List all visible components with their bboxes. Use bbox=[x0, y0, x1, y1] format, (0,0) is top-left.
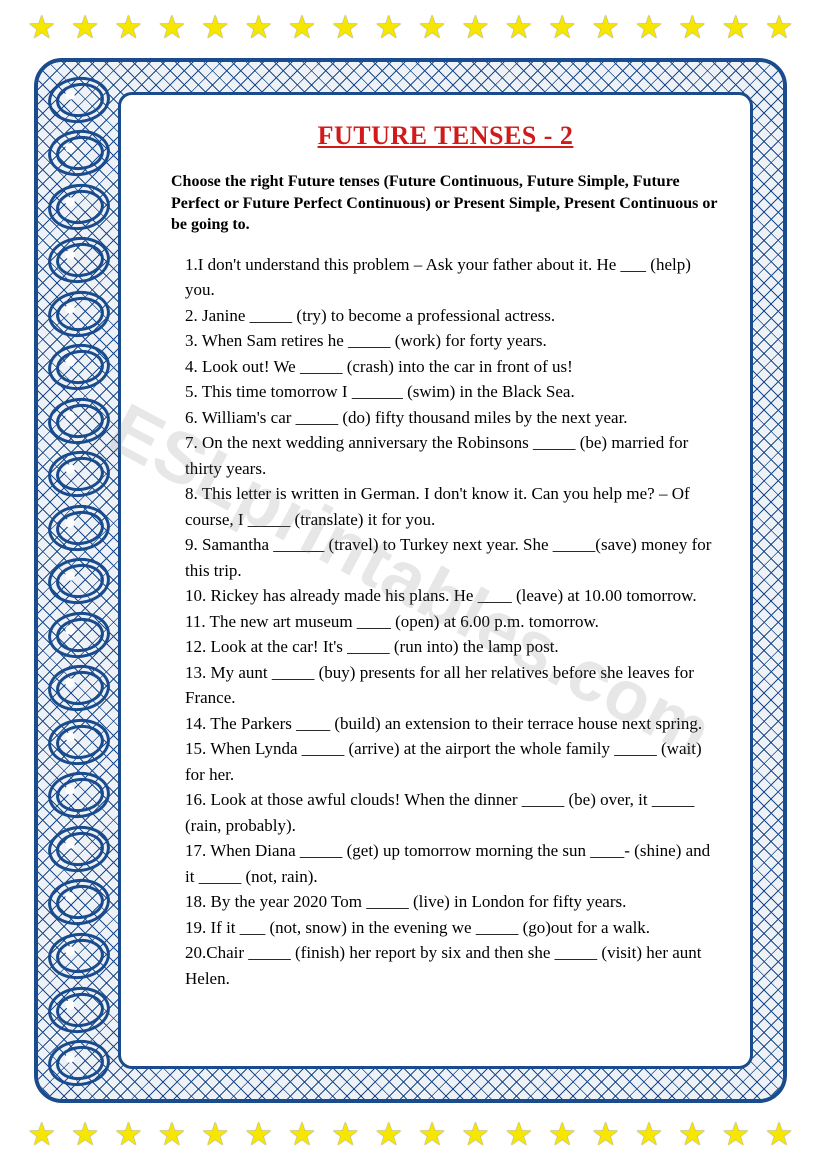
star-icon: ★ bbox=[374, 1115, 403, 1153]
spiral-ring bbox=[48, 612, 106, 656]
star-icon: ★ bbox=[548, 8, 577, 46]
star-icon: ★ bbox=[331, 1115, 360, 1153]
spiral-ring bbox=[48, 291, 106, 335]
star-icon: ★ bbox=[765, 8, 794, 46]
question-item: 16. Look at those awful clouds! When the… bbox=[185, 787, 720, 838]
star-icon: ★ bbox=[591, 1115, 620, 1153]
instructions-text: Choose the right Future tenses (Future C… bbox=[171, 171, 720, 236]
question-item: 7. On the next wedding anniversary the R… bbox=[185, 430, 720, 481]
spiral-ring bbox=[48, 1040, 106, 1084]
star-icon: ★ bbox=[201, 8, 230, 46]
star-icon: ★ bbox=[374, 8, 403, 46]
question-item: 10. Rickey has already made his plans. H… bbox=[185, 583, 720, 609]
star-icon: ★ bbox=[504, 1115, 533, 1153]
spiral-ring bbox=[48, 344, 106, 388]
question-item: 20.Chair _____ (finish) her report by si… bbox=[185, 940, 720, 991]
question-item: 3. When Sam retires he _____ (work) for … bbox=[185, 328, 720, 354]
question-item: 19. If it ___ (not, snow) in the evening… bbox=[185, 915, 720, 941]
star-icon: ★ bbox=[461, 8, 490, 46]
star-icon: ★ bbox=[591, 8, 620, 46]
spiral-ring bbox=[48, 665, 106, 709]
outer-frame: FUTURE TENSES - 2 Choose the right Futur… bbox=[34, 58, 787, 1103]
star-border-top: ★ ★ ★ ★ ★ ★ ★ ★ ★ ★ ★ ★ ★ ★ ★ ★ ★ ★ bbox=[0, 0, 821, 54]
star-icon: ★ bbox=[678, 1115, 707, 1153]
question-item: 4. Look out! We _____ (crash) into the c… bbox=[185, 354, 720, 380]
question-item: 1.I don't understand this problem – Ask … bbox=[185, 252, 720, 303]
question-item: 5. This time tomorrow I ______ (swim) in… bbox=[185, 379, 720, 405]
star-icon: ★ bbox=[678, 8, 707, 46]
spiral-ring bbox=[48, 826, 106, 870]
star-icon: ★ bbox=[548, 1115, 577, 1153]
content-card: FUTURE TENSES - 2 Choose the right Futur… bbox=[118, 92, 753, 1069]
question-item: 18. By the year 2020 Tom _____ (live) in… bbox=[185, 889, 720, 915]
spiral-ring bbox=[48, 879, 106, 923]
spiral-ring bbox=[48, 719, 106, 763]
question-item: 6. William's car _____ (do) fifty thousa… bbox=[185, 405, 720, 431]
spiral-ring bbox=[48, 505, 106, 549]
star-icon: ★ bbox=[27, 1115, 56, 1153]
question-item: 13. My aunt _____ (buy) presents for all… bbox=[185, 660, 720, 711]
spiral-ring bbox=[48, 933, 106, 977]
star-icon: ★ bbox=[201, 1115, 230, 1153]
spiral-ring bbox=[48, 451, 106, 495]
star-icon: ★ bbox=[244, 8, 273, 46]
star-icon: ★ bbox=[418, 8, 447, 46]
star-icon: ★ bbox=[288, 1115, 317, 1153]
star-icon: ★ bbox=[71, 8, 100, 46]
star-icon: ★ bbox=[721, 1115, 750, 1153]
question-item: 11. The new art museum ____ (open) at 6.… bbox=[185, 609, 720, 635]
star-border-bottom: ★ ★ ★ ★ ★ ★ ★ ★ ★ ★ ★ ★ ★ ★ ★ ★ ★ ★ bbox=[0, 1107, 821, 1161]
spiral-ring bbox=[48, 130, 106, 174]
star-icon: ★ bbox=[331, 8, 360, 46]
star-icon: ★ bbox=[504, 8, 533, 46]
question-item: 15. When Lynda _____ (arrive) at the air… bbox=[185, 736, 720, 787]
question-item: 14. The Parkers ____ (build) an extensio… bbox=[185, 711, 720, 737]
spiral-ring bbox=[48, 184, 106, 228]
question-item: 2. Janine _____ (try) to become a profes… bbox=[185, 303, 720, 329]
spiral-ring bbox=[48, 772, 106, 816]
question-item: 9. Samantha ______ (travel) to Turkey ne… bbox=[185, 532, 720, 583]
spiral-ring bbox=[48, 398, 106, 442]
star-icon: ★ bbox=[114, 1115, 143, 1153]
star-icon: ★ bbox=[418, 1115, 447, 1153]
spiral-ring bbox=[48, 987, 106, 1031]
spiral-binding bbox=[48, 72, 138, 1089]
worksheet-title: FUTURE TENSES - 2 bbox=[171, 121, 720, 151]
spiral-ring bbox=[48, 558, 106, 602]
star-icon: ★ bbox=[71, 1115, 100, 1153]
star-icon: ★ bbox=[288, 8, 317, 46]
star-icon: ★ bbox=[157, 8, 186, 46]
star-icon: ★ bbox=[765, 1115, 794, 1153]
star-icon: ★ bbox=[114, 8, 143, 46]
question-item: 17. When Diana _____ (get) up tomorrow m… bbox=[185, 838, 720, 889]
star-icon: ★ bbox=[27, 8, 56, 46]
question-item: 8. This letter is written in German. I d… bbox=[185, 481, 720, 532]
spiral-ring bbox=[48, 237, 106, 281]
star-icon: ★ bbox=[157, 1115, 186, 1153]
question-list: 1.I don't understand this problem – Ask … bbox=[171, 252, 720, 992]
star-icon: ★ bbox=[461, 1115, 490, 1153]
star-icon: ★ bbox=[635, 1115, 664, 1153]
star-icon: ★ bbox=[635, 8, 664, 46]
question-item: 12. Look at the car! It's _____ (run int… bbox=[185, 634, 720, 660]
star-icon: ★ bbox=[244, 1115, 273, 1153]
star-icon: ★ bbox=[721, 8, 750, 46]
spiral-ring bbox=[48, 77, 106, 121]
